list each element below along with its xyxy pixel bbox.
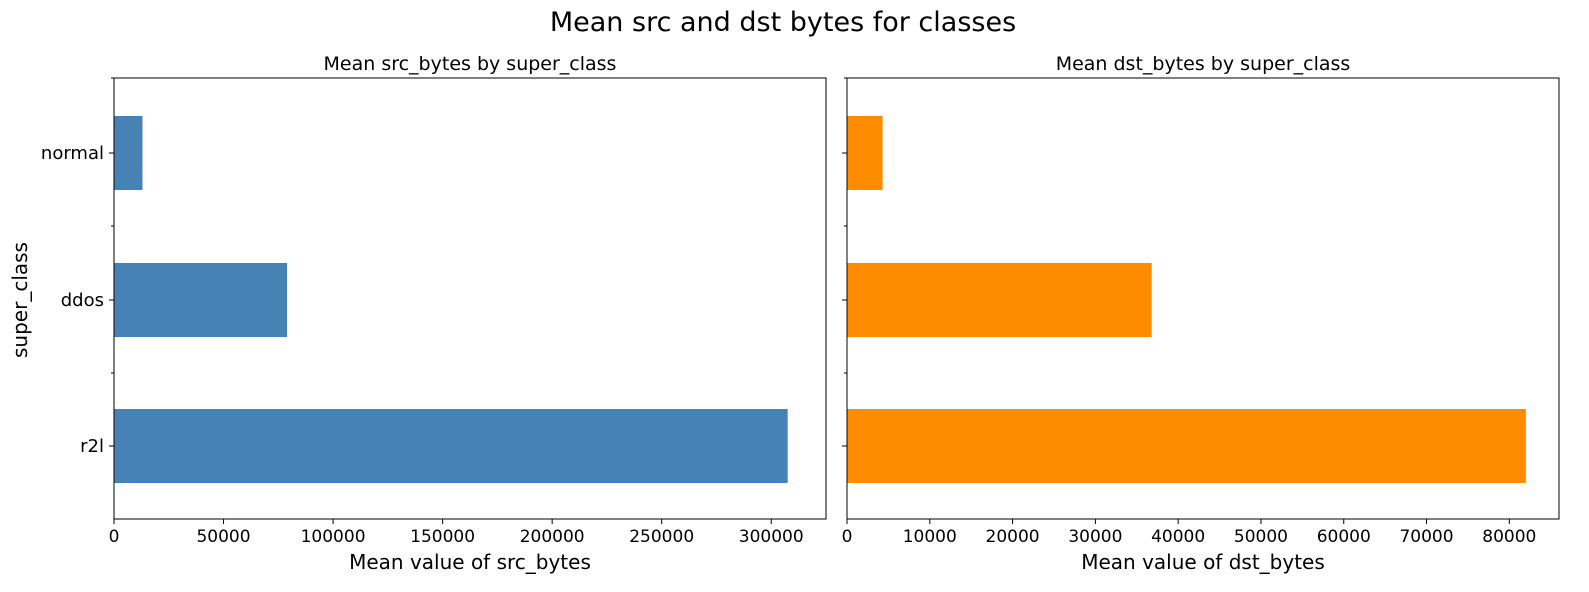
y-tick-label-ddos: ddos — [61, 290, 104, 311]
panel-src-bytes: Mean src_bytes by super_class 0 50000 1000… — [8, 53, 827, 574]
x-tick-label: 40000 — [1151, 527, 1205, 547]
x-tick-label: 70000 — [1399, 527, 1453, 547]
x-tick-label: 300000 — [739, 527, 804, 547]
panel-dst-bytes: Mean dst_bytes by super_class 0 10000 2000… — [842, 53, 1560, 574]
y-tick-label-r2l: r2l — [80, 436, 104, 457]
x-tick-label: 60000 — [1317, 527, 1371, 547]
x-tick-label: 80000 — [1482, 527, 1536, 547]
x-axis-label-dst: Mean value of dst_bytes — [1081, 550, 1325, 574]
bar-ddos — [114, 263, 288, 337]
panel-title-src: Mean src_bytes by super_class — [324, 53, 617, 75]
x-tick-label: 20000 — [986, 527, 1040, 547]
bar-r2l — [114, 409, 788, 483]
y-axis-label: super_class — [8, 242, 32, 358]
bar-normal — [114, 116, 143, 190]
x-tick-label: 0 — [109, 527, 120, 547]
x-tick-label: 100000 — [301, 527, 366, 547]
bar-r2l — [847, 409, 1526, 483]
x-tick-label: 10000 — [903, 527, 957, 547]
x-tick-label: 250000 — [629, 527, 694, 547]
plot-frame-dst — [846, 77, 1560, 520]
bar-normal — [847, 116, 883, 190]
bar-ddos — [847, 263, 1152, 337]
y-tick-label-normal: normal — [41, 143, 104, 164]
figure-title: Mean src and dst bytes for classes — [550, 7, 1016, 38]
x-tick-label: 50000 — [1234, 527, 1288, 547]
x-tick-label: 200000 — [520, 527, 585, 547]
x-tick-label: 30000 — [1068, 527, 1122, 547]
panel-title-dst: Mean dst_bytes by super_class — [1056, 53, 1351, 75]
x-tick-label: 150000 — [410, 527, 475, 547]
plot-frame-src — [113, 77, 827, 520]
x-tick-label: 50000 — [196, 527, 250, 547]
x-axis-label-src: Mean value of src_bytes — [349, 550, 591, 574]
x-tick-label: 0 — [842, 527, 853, 547]
